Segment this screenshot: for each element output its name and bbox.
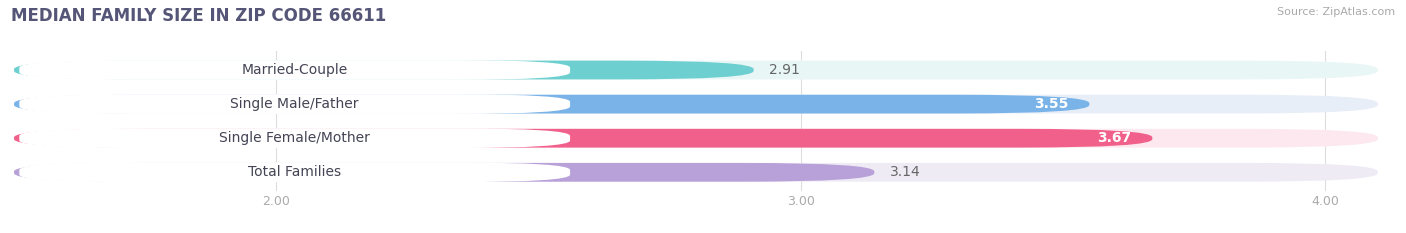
Text: 2.91: 2.91 <box>769 63 800 77</box>
FancyBboxPatch shape <box>20 94 569 114</box>
FancyBboxPatch shape <box>14 129 1378 147</box>
FancyBboxPatch shape <box>14 163 1378 182</box>
FancyBboxPatch shape <box>14 95 1090 113</box>
Text: 3.55: 3.55 <box>1033 97 1069 111</box>
Text: Single Male/Father: Single Male/Father <box>231 97 359 111</box>
FancyBboxPatch shape <box>20 128 569 148</box>
Text: Married-Couple: Married-Couple <box>242 63 347 77</box>
Text: Total Families: Total Families <box>247 165 342 179</box>
Text: 3.14: 3.14 <box>890 165 921 179</box>
FancyBboxPatch shape <box>20 60 569 80</box>
Text: Single Female/Mother: Single Female/Mother <box>219 131 370 145</box>
FancyBboxPatch shape <box>14 95 1378 113</box>
FancyBboxPatch shape <box>14 61 754 79</box>
Text: 3.67: 3.67 <box>1097 131 1132 145</box>
Text: MEDIAN FAMILY SIZE IN ZIP CODE 66611: MEDIAN FAMILY SIZE IN ZIP CODE 66611 <box>11 7 387 25</box>
FancyBboxPatch shape <box>14 129 1153 147</box>
FancyBboxPatch shape <box>14 163 875 182</box>
FancyBboxPatch shape <box>14 61 1378 79</box>
Text: Source: ZipAtlas.com: Source: ZipAtlas.com <box>1277 7 1395 17</box>
FancyBboxPatch shape <box>20 162 569 182</box>
